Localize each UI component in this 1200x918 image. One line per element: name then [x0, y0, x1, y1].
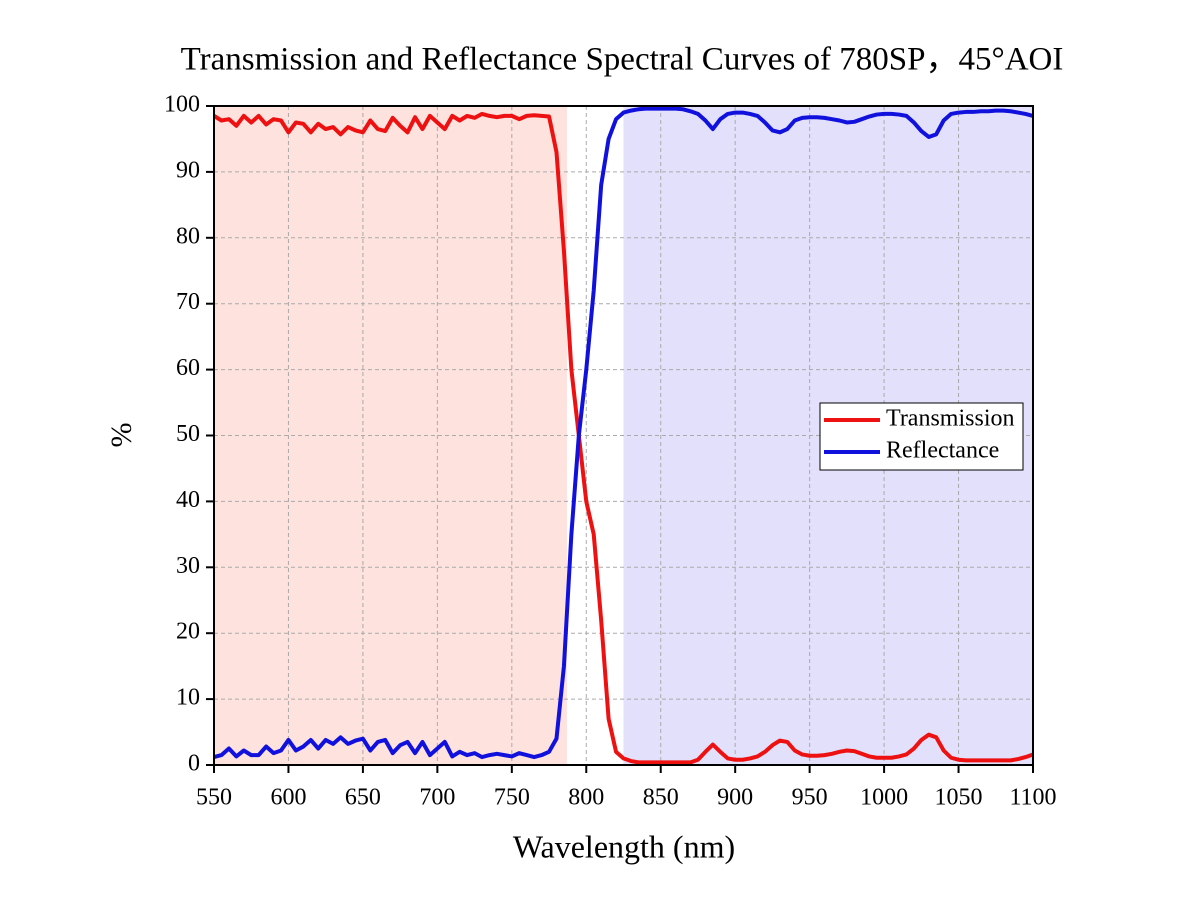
x-tick-label: 1050	[935, 785, 983, 811]
y-tick-label: 0	[188, 751, 200, 777]
legend-label: Reflectance	[886, 438, 999, 464]
x-tick-label: 1000	[860, 785, 908, 811]
series-line	[213, 106, 1034, 760]
series-line	[212, 111, 1034, 765]
y-tick-label: 10	[176, 685, 200, 711]
x-tick-label: 800	[568, 785, 604, 811]
y-tick-label: 70	[176, 289, 200, 315]
y-tick-label: 20	[176, 619, 200, 645]
x-tick-label: 700	[419, 785, 455, 811]
x-tick-label: 650	[345, 785, 381, 811]
chart-title: Transmission and Reflectance Spectral Cu…	[181, 42, 1064, 78]
y-axis-label: %	[105, 423, 138, 448]
x-tick-label: 950	[792, 785, 828, 811]
y-tick-label: 60	[176, 355, 200, 381]
x-tick-label: 750	[494, 785, 530, 811]
y-tick-label: 90	[176, 157, 200, 183]
x-tick-label: 600	[270, 785, 306, 811]
y-tick-label: 80	[176, 223, 200, 249]
y-tick-label: 40	[176, 487, 200, 513]
plot-frame	[213, 105, 1034, 766]
x-tick-label: 900	[717, 785, 753, 811]
y-tick-label: 50	[176, 421, 200, 447]
y-tick-label: 100	[164, 92, 200, 118]
legend-label: Transmission	[886, 406, 1014, 432]
y-tick-label: 30	[176, 553, 200, 579]
x-tick-label: 850	[643, 785, 679, 811]
legend-box	[819, 402, 1024, 471]
x-tick-label: 1100	[1009, 785, 1056, 811]
x-tick-label: 550	[196, 785, 232, 811]
x-axis-label: Wavelength (nm)	[513, 828, 735, 864]
